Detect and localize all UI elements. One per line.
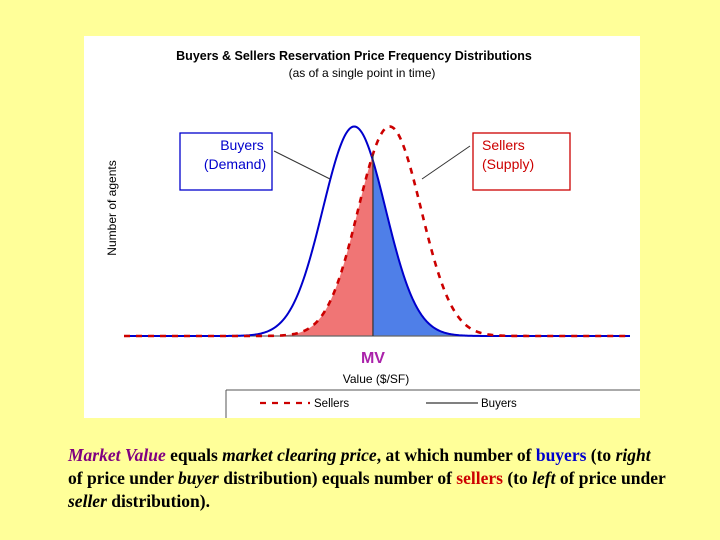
buyers-callout-line xyxy=(273,150,331,180)
market-value-label: MV xyxy=(361,350,385,367)
caption-text: (to xyxy=(502,468,533,488)
caption-text: of price under xyxy=(68,468,179,488)
x-axis-label: Value ($/SF) xyxy=(343,372,409,386)
caption-text: , at which number of xyxy=(376,445,536,465)
sellers-annotation-title: Sellers xyxy=(482,137,525,153)
caption: Market Value equals market clearing pric… xyxy=(68,444,668,513)
caption-seller: seller xyxy=(68,491,107,511)
caption-buyers: buyers xyxy=(535,445,587,465)
caption-text: (to xyxy=(586,445,616,465)
y-axis-label: Number of agents xyxy=(105,160,119,255)
caption-buyer: buyer xyxy=(178,468,219,488)
caption-market-value: Market Value xyxy=(68,445,166,465)
sellers-callout-line xyxy=(421,145,471,180)
caption-market-clearing-price: market clearing price xyxy=(222,445,377,465)
legend-buyers-label: Buyers xyxy=(481,398,517,410)
chart: MV Buyers & Sellers Reservation Price Fr… xyxy=(105,49,640,418)
caption-text: equals xyxy=(165,445,223,465)
chart-title: Buyers & Sellers Reservation Price Frequ… xyxy=(176,49,532,63)
chart-panel: MV Buyers & Sellers Reservation Price Fr… xyxy=(84,36,640,418)
sellers-annotation-box xyxy=(472,132,571,191)
caption-left: left xyxy=(532,468,556,488)
caption-sellers: sellers xyxy=(456,468,503,488)
caption-right: right xyxy=(615,445,651,465)
buyers-right-area xyxy=(372,160,630,336)
buyers-annotation-title: Buyers xyxy=(220,137,264,153)
sellers-supply-curve xyxy=(124,125,630,338)
chart-subtitle: (as of a single point in time) xyxy=(289,66,436,80)
legend-sellers-label: Sellers xyxy=(314,398,349,410)
sellers-left-area xyxy=(124,154,373,336)
caption-text: distribution) equals number of xyxy=(218,468,457,488)
buyers-annotation-subtitle: (Demand) xyxy=(204,156,266,172)
legend: Sellers Buyers xyxy=(225,389,640,418)
sellers-annotation-subtitle: (Supply) xyxy=(482,156,534,172)
buyers-annotation-box xyxy=(179,132,273,191)
caption-text: of price under xyxy=(555,468,666,488)
caption-text: distribution). xyxy=(106,491,210,511)
